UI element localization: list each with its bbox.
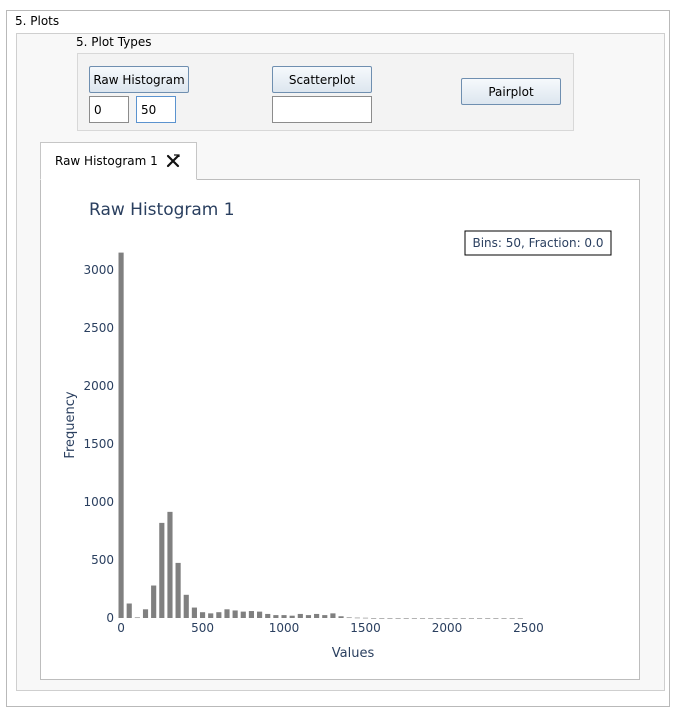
y-tick-label: 1500 [83, 437, 114, 451]
raw-histogram-button[interactable]: Raw Histogram [89, 66, 189, 93]
x-axis-label: Values [332, 646, 375, 661]
histogram-bar [517, 618, 523, 619]
bins-max-input[interactable] [136, 96, 176, 123]
histogram-bar [265, 613, 271, 618]
histogram-bar [240, 611, 246, 618]
pairplot-button[interactable]: Pairplot [461, 78, 561, 105]
histogram-bar [289, 615, 295, 618]
x-tick-label: 2000 [432, 621, 463, 635]
histogram-bar [151, 585, 157, 618]
histogram-bar [126, 603, 132, 618]
close-x-icon[interactable] [166, 154, 180, 168]
histogram-bar [452, 618, 458, 619]
histogram-bar [493, 618, 499, 619]
histogram-bar [362, 617, 369, 619]
histogram-bar [159, 522, 165, 618]
histogram-bar [460, 618, 466, 619]
x-tick-label: 1500 [350, 621, 381, 635]
histogram-bar [248, 611, 255, 618]
histogram-bar [411, 618, 417, 619]
histogram-bar [379, 618, 385, 619]
histogram-bar [395, 618, 401, 619]
histogram-bar [281, 615, 287, 618]
histogram-bar [436, 618, 442, 619]
x-tick-label: 1000 [269, 621, 300, 635]
histogram-bar [257, 611, 263, 618]
histogram-bar [501, 618, 507, 619]
histogram-bar [224, 609, 230, 618]
scatterplot-input[interactable] [272, 96, 372, 123]
plots-section-title: 5. Plots [15, 14, 60, 28]
y-tick-label: 2500 [83, 321, 114, 335]
histogram-bar [428, 618, 434, 619]
histogram-bar [476, 618, 483, 619]
tab-raw-histogram-1[interactable]: Raw Histogram 1 [40, 142, 197, 180]
y-tick-label: 1000 [83, 495, 114, 509]
histogram-bar [444, 618, 450, 619]
y-tick-label: 2000 [83, 379, 114, 393]
histogram-bar [468, 618, 474, 619]
scatterplot-button[interactable]: Scatterplot [272, 66, 372, 93]
histogram-bar [338, 616, 344, 618]
plot-tab-panel [40, 179, 640, 680]
histogram-bar [314, 613, 320, 618]
histogram-bar [191, 607, 197, 618]
histogram-bar [175, 562, 181, 618]
histogram-bar [232, 610, 238, 618]
y-axis-label: Frequency [63, 391, 78, 458]
tab-label: Raw Histogram 1 [55, 154, 158, 168]
histogram-bar [142, 609, 149, 618]
histogram-bar [167, 511, 173, 618]
plot-types-title: 5. Plot Types [76, 35, 152, 49]
chart-title: Raw Histogram 1 [89, 200, 235, 220]
histogram-bar [118, 252, 124, 618]
histogram-bar [216, 612, 222, 618]
histogram-bar [371, 618, 377, 619]
histogram-bar [485, 618, 491, 619]
histogram-bar [330, 613, 336, 618]
histogram-bar [419, 618, 426, 619]
histogram-bar [509, 618, 515, 619]
histogram-bar [305, 615, 312, 618]
x-tick-label: 0 [117, 621, 125, 635]
y-tick-label: 500 [91, 553, 114, 567]
histogram-bar [183, 594, 189, 618]
chart-annotation-box [464, 230, 612, 256]
histogram-bar [199, 612, 206, 618]
histogram-bar [134, 617, 140, 619]
x-tick-label: 2500 [513, 621, 544, 635]
histogram-bar [387, 618, 393, 619]
histogram-bar [297, 613, 303, 618]
plots-section-panel [6, 10, 670, 707]
histogram-chart: Raw Histogram 1 Bins: 50, Fraction: 0.0 … [63, 200, 612, 661]
y-tick-label: 3000 [83, 263, 114, 277]
histogram-bar [322, 615, 328, 618]
histogram-bar [403, 618, 409, 619]
chart-annotation: Bins: 50, Fraction: 0.0 [472, 236, 603, 250]
histogram-bar [354, 617, 360, 619]
histogram-bar [208, 613, 214, 618]
x-tick-label: 500 [191, 621, 214, 635]
y-tick-label: 0 [106, 611, 114, 625]
bins-min-input[interactable] [89, 96, 129, 123]
histogram-bar [346, 617, 352, 619]
histogram-bar [273, 615, 279, 618]
